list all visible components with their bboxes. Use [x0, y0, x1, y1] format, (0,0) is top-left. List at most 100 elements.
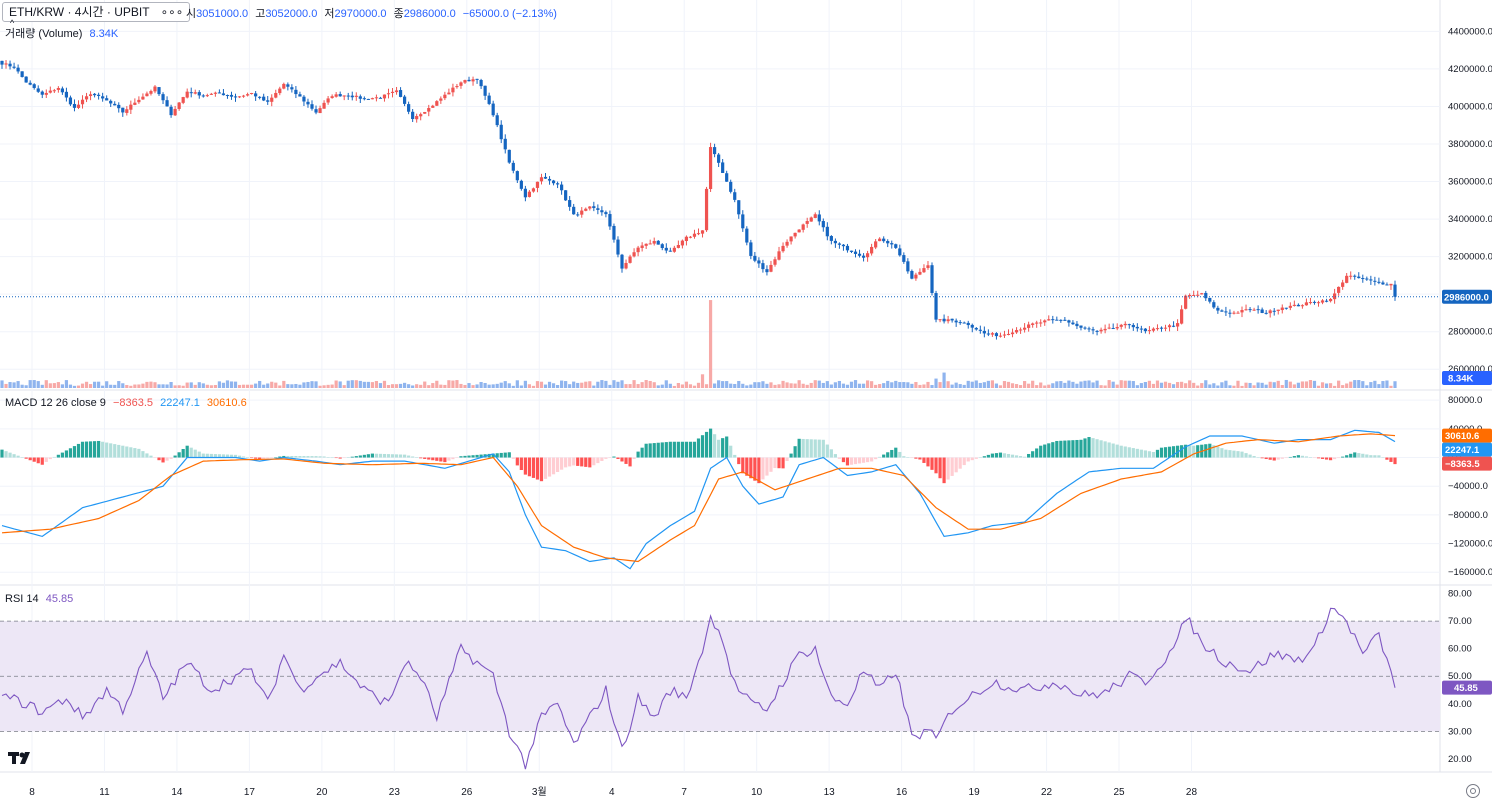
volume-bar — [318, 385, 322, 388]
x-tick-label: 16 — [896, 787, 908, 798]
candle-body — [64, 91, 69, 98]
macd-label: MACD 12 26 close 9 — [5, 397, 106, 409]
x-tick-label: 25 — [1113, 787, 1125, 798]
volume-bar — [664, 380, 668, 388]
volume-bar — [322, 385, 326, 388]
volume-bar — [0, 380, 4, 388]
candle-body — [644, 243, 648, 246]
candle-body — [362, 98, 366, 100]
macd-hist-bar — [717, 439, 721, 458]
macd-tick-label: 80000.0 — [1448, 395, 1482, 406]
volume-bar — [419, 384, 423, 388]
volume-bar — [390, 384, 395, 388]
macd-line — [1, 429, 1396, 570]
volume-bar — [427, 385, 431, 388]
collapse-icon[interactable]: ^ — [10, 18, 15, 28]
macd-hist-bar — [656, 442, 660, 458]
volume-bar — [20, 384, 24, 388]
macd-hist-bar — [1264, 457, 1268, 460]
candle-body — [1023, 327, 1027, 330]
volume-bar — [40, 384, 44, 388]
volume-bar — [914, 382, 918, 388]
volume-bar — [640, 382, 644, 388]
macd-hist-bar — [1035, 448, 1039, 458]
candle-body — [1184, 295, 1188, 309]
macd-hist-bar — [1240, 451, 1244, 458]
volume-bar — [1111, 381, 1115, 388]
macd-hist-bar — [1393, 457, 1397, 465]
volume-bar — [314, 381, 318, 388]
candle-body — [491, 103, 495, 116]
macd-hist-bar — [741, 457, 745, 474]
macd-hist-bar — [523, 457, 527, 475]
candle-body — [527, 191, 532, 197]
volume-bar — [745, 385, 749, 388]
macd-hist-bar — [564, 457, 568, 468]
x-tick-label: 3월 — [532, 786, 547, 798]
macd-hist-bar — [137, 448, 141, 458]
rsi-value: 45.85 — [45, 593, 74, 605]
macd-hist-bar — [1171, 446, 1176, 458]
macd-hist-bar — [918, 457, 922, 460]
volume-bar — [793, 383, 797, 388]
macd-hist-bar — [950, 457, 954, 476]
candle-body — [1115, 327, 1119, 329]
candle-body — [258, 96, 262, 98]
candle-body — [1341, 282, 1345, 287]
macd-hist-bar — [620, 457, 624, 462]
candle-body — [101, 96, 105, 99]
volume-bar — [153, 382, 157, 388]
macd-hist-bar — [600, 457, 604, 461]
candle-body — [934, 293, 938, 320]
candle-body — [499, 124, 503, 140]
candle-body — [1159, 327, 1164, 329]
macd-hist-bar — [403, 454, 407, 458]
candle-body — [415, 116, 419, 120]
volume-bar — [435, 380, 439, 388]
candle-body — [882, 238, 886, 242]
macd-hist-bar — [64, 450, 69, 458]
more-icon[interactable]: ∘∘∘ — [160, 5, 184, 19]
macd-hist-bar — [1143, 450, 1147, 458]
volume-bar — [471, 385, 475, 388]
settings-icon[interactable] — [1466, 784, 1480, 798]
candle-body — [129, 104, 133, 110]
candle-body — [874, 241, 878, 248]
candle-body — [290, 87, 294, 90]
volume-bar — [805, 384, 809, 388]
candle-body — [1284, 307, 1288, 309]
macd-hist-bar — [1188, 445, 1192, 458]
macd-hist-bar — [833, 454, 837, 458]
macd-hist-bar — [72, 446, 77, 458]
macd-hist-bar — [1280, 457, 1284, 459]
volume-bar — [157, 384, 161, 388]
volume-bar — [113, 384, 117, 388]
candle-body — [761, 263, 765, 270]
candle-body — [105, 98, 109, 101]
candle-body — [1018, 329, 1023, 331]
candle-body — [539, 177, 544, 182]
candle-body — [52, 90, 56, 92]
volume-bar — [628, 384, 632, 388]
price-tick-label: 4400000.0 — [1448, 26, 1492, 37]
macd-hist-bar — [475, 454, 479, 458]
volume-bar — [870, 381, 874, 388]
macd-hist-bar — [628, 457, 632, 467]
volume-bar — [620, 380, 624, 388]
volume-bar — [1385, 380, 1389, 388]
macd-hist-bar — [809, 439, 813, 458]
symbol-title[interactable]: ETH/KRW · 4시간 · UPBIT ∘∘∘ — [2, 2, 191, 22]
macd-hist-bar — [938, 457, 942, 479]
macd-hist-bar — [342, 457, 346, 459]
volume-bar — [962, 384, 966, 388]
volume-bar — [1345, 383, 1349, 388]
volume-bar — [729, 383, 733, 388]
volume-bar — [109, 384, 113, 388]
volume-bar — [16, 381, 20, 388]
volume-bar — [1328, 383, 1333, 388]
tradingview-logo-icon[interactable] — [8, 748, 34, 770]
macd-hist-bar — [1031, 451, 1035, 458]
candle-body — [318, 108, 322, 114]
macd-hist-bar — [640, 447, 644, 458]
